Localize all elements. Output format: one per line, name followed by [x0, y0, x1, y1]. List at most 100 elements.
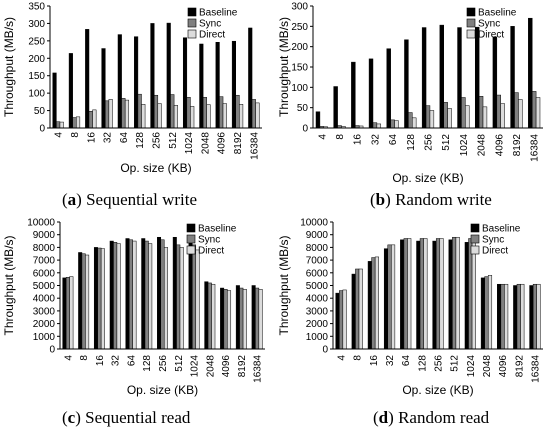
bar-baseline-16 — [367, 261, 372, 350]
caption-a-text: Sequential write — [86, 190, 198, 209]
y-tick-label: 9000 — [33, 230, 56, 241]
bar-baseline-512 — [166, 22, 171, 129]
caption-b-letter: b — [375, 190, 386, 209]
bar-baseline-256 — [157, 236, 162, 350]
y-tick-label: 10000 — [300, 218, 328, 229]
bar-direct-4 — [59, 121, 64, 129]
bar-baseline-256 — [432, 240, 437, 350]
x-tick-label: 64 — [126, 355, 137, 367]
legend-swatch-baseline — [466, 7, 476, 17]
bar-direct-16384 — [255, 102, 260, 129]
x-tick-label: 32 — [385, 355, 396, 367]
bar-baseline-16 — [351, 61, 356, 129]
bar-sync-8192 — [239, 287, 244, 350]
bar-baseline-64 — [386, 48, 391, 129]
bar-baseline-512 — [439, 24, 444, 129]
bar-sync-8 — [81, 253, 86, 350]
x-axis-title: Op. size (KB) — [120, 161, 191, 175]
bar-sync-256 — [425, 105, 431, 129]
y-tick-label: 150 — [291, 63, 308, 74]
bars — [62, 236, 263, 350]
chart-a: 0 50 100 150 200 250 300 350 4 8 16 32 64 128 256 512 10… — [2, 2, 262, 175]
bar-direct-8192 — [520, 283, 525, 350]
bar-baseline-4096 — [220, 287, 225, 350]
y-tick-label: 350 — [28, 2, 45, 13]
x-tick-label: 16384 — [249, 132, 260, 160]
bar-sync-64 — [121, 98, 126, 129]
bar-baseline-1024 — [457, 27, 462, 129]
bar-baseline-64 — [125, 238, 130, 350]
bar-direct-256 — [429, 110, 435, 129]
bar-baseline-16384 — [248, 27, 253, 129]
bar-sync-64 — [128, 239, 133, 350]
y-tick-label: 10000 — [27, 218, 55, 229]
x-tick-label: 16 — [86, 132, 97, 144]
bar-baseline-8 — [68, 53, 73, 129]
y-tick-label: 8000 — [306, 243, 329, 254]
legend-label-baseline: Baseline — [478, 8, 517, 19]
y-tick-label: 2000 — [306, 319, 329, 330]
bar-baseline-2048 — [480, 277, 485, 350]
bar-baseline-16384 — [529, 285, 534, 350]
x-tick-label: 256 — [434, 355, 445, 372]
bar-direct-16384 — [536, 283, 541, 350]
x-tick-label: 256 — [158, 355, 169, 372]
bar-direct-512 — [447, 108, 452, 129]
chart-panel-c: 0 1000 2000 3000 4000 5000 6000 7000 8000 9000 100… — [0, 214, 275, 404]
bar-direct-8 — [76, 116, 81, 129]
x-tick-label: 2048 — [482, 355, 493, 378]
x-tick-label: 128 — [417, 355, 428, 372]
bar-baseline-16 — [85, 29, 90, 129]
legend-swatch-sync — [470, 234, 480, 244]
legend-swatch-direct — [470, 245, 480, 255]
y-tick-label: 0 — [39, 124, 45, 135]
x-tick-label: 1024 — [184, 132, 195, 155]
y-tick-label: 100 — [291, 83, 308, 94]
bar-baseline-128 — [141, 238, 146, 350]
x-tick-label: 4 — [337, 355, 348, 361]
bar-baseline-4096 — [492, 36, 498, 129]
bar-baseline-4096 — [497, 283, 502, 350]
bar-direct-2048 — [487, 275, 493, 350]
bar-sync-8 — [355, 268, 360, 350]
bar-direct-4 — [69, 276, 74, 350]
legend-swatch-baseline — [470, 223, 480, 233]
bar-sync-16384 — [532, 283, 537, 350]
bar-direct-64 — [124, 99, 130, 129]
chart-panel-a: 0 50 100 150 200 250 300 350 4 8 16 32 64 128 256 512 10… — [0, 0, 275, 190]
x-tick-label: 16384 — [530, 355, 541, 383]
bar-direct-4 — [342, 289, 347, 350]
y-axis-title: Throughput (MB/s) — [2, 235, 16, 335]
x-tick-label: 8192 — [512, 134, 523, 157]
bar-baseline-1024 — [464, 242, 469, 350]
legend-label-sync: Sync — [482, 235, 504, 246]
y-tick-label: 300 — [291, 2, 308, 13]
x-tick-label: 128 — [135, 132, 146, 149]
bar-direct-32 — [108, 99, 113, 129]
legend-label-sync: Sync — [478, 19, 500, 30]
bar-sync-64 — [390, 119, 395, 129]
y-tick-label: 2000 — [33, 319, 56, 330]
bar-direct-8192 — [518, 99, 523, 129]
bar-direct-8192 — [239, 104, 244, 129]
bar-sync-8192 — [514, 92, 519, 129]
bar-direct-64 — [394, 120, 399, 129]
y-tick-label: 1000 — [306, 332, 329, 343]
legend-swatch-sync — [187, 18, 197, 28]
bar-direct-64 — [132, 240, 137, 350]
bar-direct-8192 — [242, 289, 247, 350]
bar-direct-8 — [358, 268, 363, 350]
bar-direct-16 — [100, 248, 105, 350]
bar-sync-4 — [56, 121, 61, 129]
bar-direct-1024 — [465, 105, 470, 129]
bar-sync-2048 — [202, 97, 207, 129]
x-tick-label: 32 — [103, 132, 114, 144]
x-tick-label: 8 — [353, 355, 364, 361]
bar-baseline-32 — [368, 58, 374, 129]
x-tick-label: 512 — [168, 132, 179, 149]
caption-b-text: Random write — [395, 190, 492, 209]
x-tick-label: 4096 — [498, 355, 509, 378]
y-tick-label: 3000 — [306, 306, 329, 317]
y-tick-label: 200 — [28, 54, 45, 65]
bar-direct-4096 — [227, 290, 232, 350]
